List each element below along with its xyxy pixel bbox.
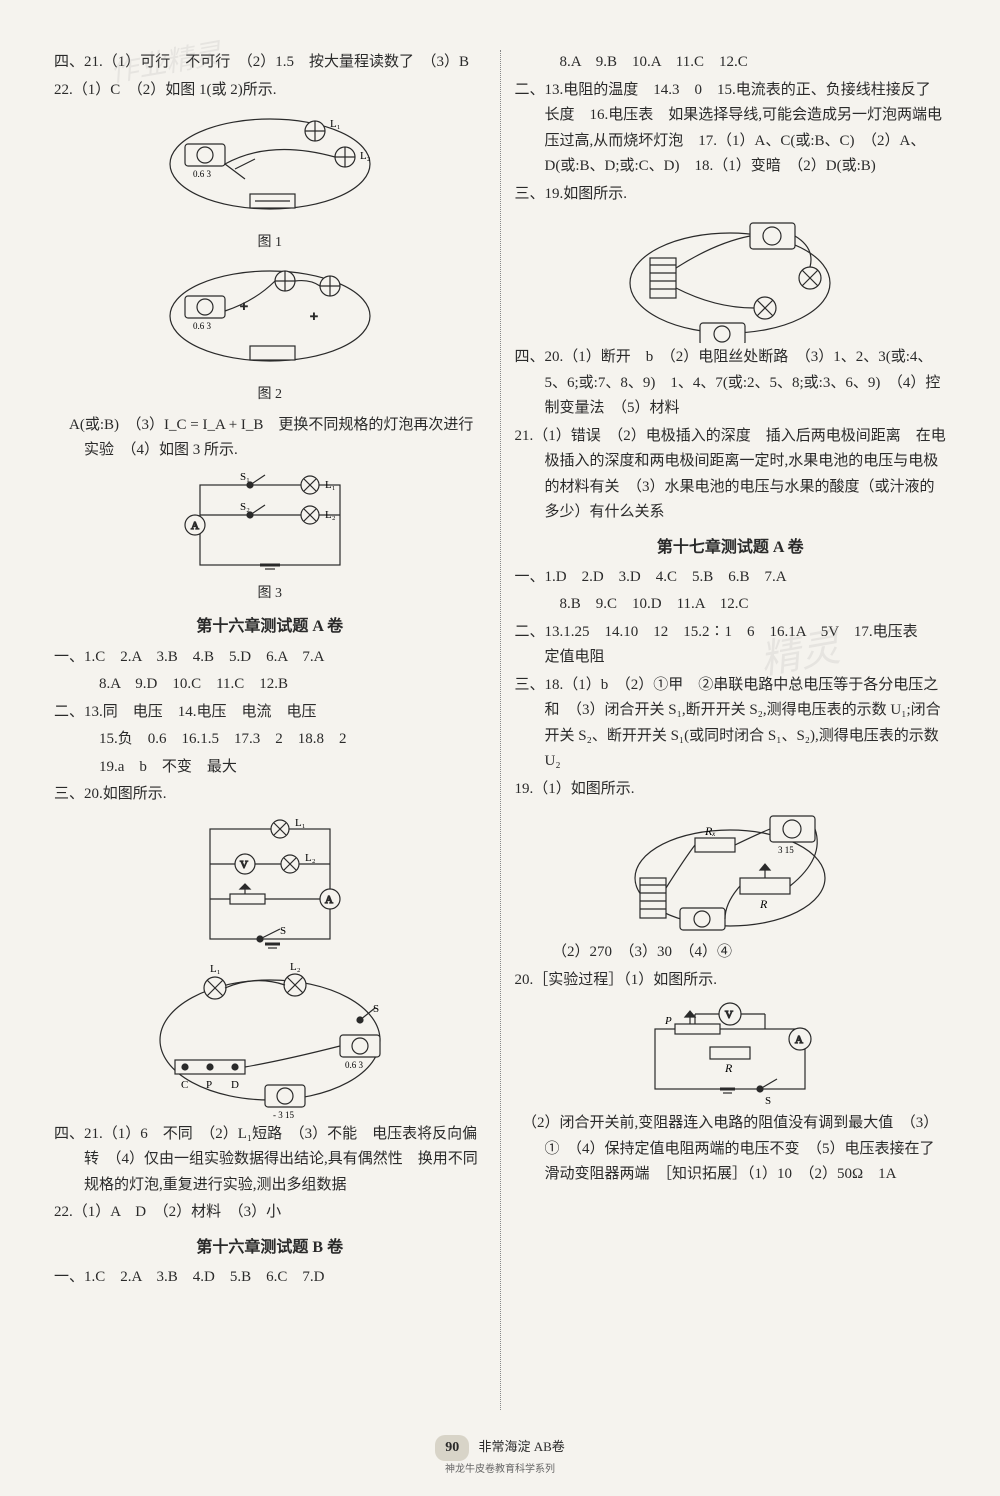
text-line: 19.（1）如图所示. <box>515 777 947 803</box>
text-line: 22.（1）A D （2）材料 （3）小 <box>54 1200 486 1226</box>
text-line: 一、1.C 2.A 3.B 4.B 5.D 6.A 7.A <box>54 645 486 671</box>
figure-20-right: V A P R S <box>635 999 825 1109</box>
svg-text:V: V <box>725 1009 733 1021</box>
ch16a-title: 第十六章测试题 A 卷 <box>54 613 486 640</box>
text-line: 15.负 0.6 16.1.5 17.3 2 18.8 2 <box>54 727 486 753</box>
svg-text:S₂: S₂ <box>240 501 250 513</box>
svg-text:+: + <box>310 310 318 325</box>
text-line: 二、13.同 电压 14.电压 电流 电压 <box>54 700 486 726</box>
figure-2: + + 0.6 3 <box>155 261 385 381</box>
svg-text:L₂: L₂ <box>325 509 336 521</box>
text-line: 8.A 9.D 10.C 11.C 12.B <box>54 672 486 698</box>
svg-text:L₁: L₁ <box>210 963 221 975</box>
text-line: 22.（1）C （2）如图 1(或 2)所示. <box>54 78 486 104</box>
svg-text:C: C <box>181 1079 188 1091</box>
text-line: 8.B 9.C 10.D 11.A 12.C <box>515 592 947 618</box>
text-line: 一、1.D 2.D 3.D 4.C 5.B 6.B 7.A <box>515 565 947 591</box>
text-line: 四、21.（1）6 不同 （2）L₁短路 （3）不能 电压表将反向偏转 （4）仅… <box>54 1122 486 1199</box>
svg-text:Rₓ: Rₓ <box>704 824 716 838</box>
svg-text:S₁: S₁ <box>240 471 250 483</box>
text-line: （2）270 （3）30 （4）④ <box>515 940 947 966</box>
svg-text:P: P <box>664 1015 672 1027</box>
fig3-caption: 图 3 <box>54 582 486 606</box>
text-line: 四、20.（1）断开 b （2）电阻丝处断路 （3）1、2、3(或:4、5、6;… <box>515 345 947 422</box>
svg-text:L₂: L₂ <box>360 150 371 162</box>
svg-text:0.6 3: 0.6 3 <box>345 1060 364 1070</box>
text-line: 8.A 9.B 10.A 11.C 12.C <box>515 50 947 76</box>
text-line: 二、13.电阻的温度 14.3 0 15.电流表的正、负接线柱接反了 长度 16… <box>515 78 947 180</box>
svg-text:S: S <box>765 1095 771 1107</box>
content-columns: 四、21.（1）可行 不可行 （2）1.5 按大量程读数了 （3）B 22.（1… <box>40 50 960 1410</box>
text-line: 三、19.如图所示. <box>515 182 947 208</box>
svg-text:A: A <box>795 1034 803 1046</box>
svg-text:+: + <box>240 300 248 315</box>
ch16b-title: 第十六章测试题 B 卷 <box>54 1234 486 1261</box>
fig1-caption: 图 1 <box>54 231 486 255</box>
svg-text:0.6 3: 0.6 3 <box>193 321 212 331</box>
svg-text:0.6 3: 0.6 3 <box>193 169 212 179</box>
right-column: 8.A 9.B 10.A 11.C 12.C 二、13.电阻的温度 14.3 0… <box>501 50 961 1410</box>
svg-text:L₁: L₁ <box>330 118 341 130</box>
svg-text:- 3 15: - 3 15 <box>273 1110 294 1120</box>
svg-text:R: R <box>724 1061 733 1075</box>
figure-1: L₁ L₂ 0.6 3 <box>155 109 385 229</box>
figure-19-2-right: Rₓ R 3 15 <box>620 808 840 938</box>
figure-20-left-b: L₁ L₂ S C P D 0.6 3 - 3 15 <box>145 960 395 1120</box>
text-line: 19.a b 不变 最大 <box>54 755 486 781</box>
svg-text:P: P <box>206 1079 212 1091</box>
page-number: 90 <box>435 1435 469 1461</box>
footer-subtitle: 神龙牛皮卷教育科学系列 <box>0 1461 1000 1478</box>
svg-text:A: A <box>325 894 333 906</box>
text-line: 21.（1）错误 （2）电极插入的深度 插入后两电极间距离 在电极插入的深度和两… <box>515 424 947 526</box>
svg-text:V: V <box>240 859 248 871</box>
svg-text:L₁: L₁ <box>325 479 336 491</box>
text-line: 三、20.如图所示. <box>54 782 486 808</box>
text-line: 二、13.1.25 14.10 12 15.2∶1 6 16.1A 5V 17.… <box>515 620 947 671</box>
figure-20-left-a: V A L₁ L₂ S <box>185 814 355 954</box>
svg-text:S: S <box>280 925 286 937</box>
figure-19-right: - 3 15 <box>615 213 845 343</box>
text-line: 四、21.（1）可行 不可行 （2）1.5 按大量程读数了 （3）B <box>54 50 486 76</box>
svg-text:L₂: L₂ <box>305 852 316 864</box>
text-line: （2）闭合开关前,变阻器连入电路的阻值没有调到最大值 （3）① （4）保持定值电… <box>515 1111 947 1188</box>
svg-text:S: S <box>373 1003 379 1015</box>
svg-text:D: D <box>231 1079 239 1091</box>
page-footer: 90 非常海淀 AB卷 神龙牛皮卷教育科学系列 <box>0 1435 1000 1478</box>
svg-text:L₂: L₂ <box>290 961 301 973</box>
svg-text:A: A <box>191 520 199 532</box>
left-column: 四、21.（1）可行 不可行 （2）1.5 按大量程读数了 （3）B 22.（1… <box>40 50 501 1410</box>
ch17a-title: 第十七章测试题 A 卷 <box>515 534 947 561</box>
svg-text:L₁: L₁ <box>295 817 306 829</box>
text-line: 三、18.（1）b （2）①甲 ②串联电路中总电压等于各分电压之和 （3）闭合开… <box>515 673 947 775</box>
svg-text:R: R <box>759 897 768 911</box>
footer-title: 非常海淀 AB卷 <box>478 1439 564 1454</box>
fig2-caption: 图 2 <box>54 383 486 407</box>
text-line: A(或:B) （3）I_C = I_A + I_B 更换不同规格的灯泡再次进行实… <box>54 413 486 464</box>
svg-text:3 15: 3 15 <box>778 845 794 855</box>
text-line: 20.［实验过程］（1）如图所示. <box>515 968 947 994</box>
text-line: 一、1.C 2.A 3.B 4.D 5.B 6.C 7.D <box>54 1265 486 1291</box>
figure-3: A S₁ S₂ L₁ L₂ <box>180 470 360 580</box>
